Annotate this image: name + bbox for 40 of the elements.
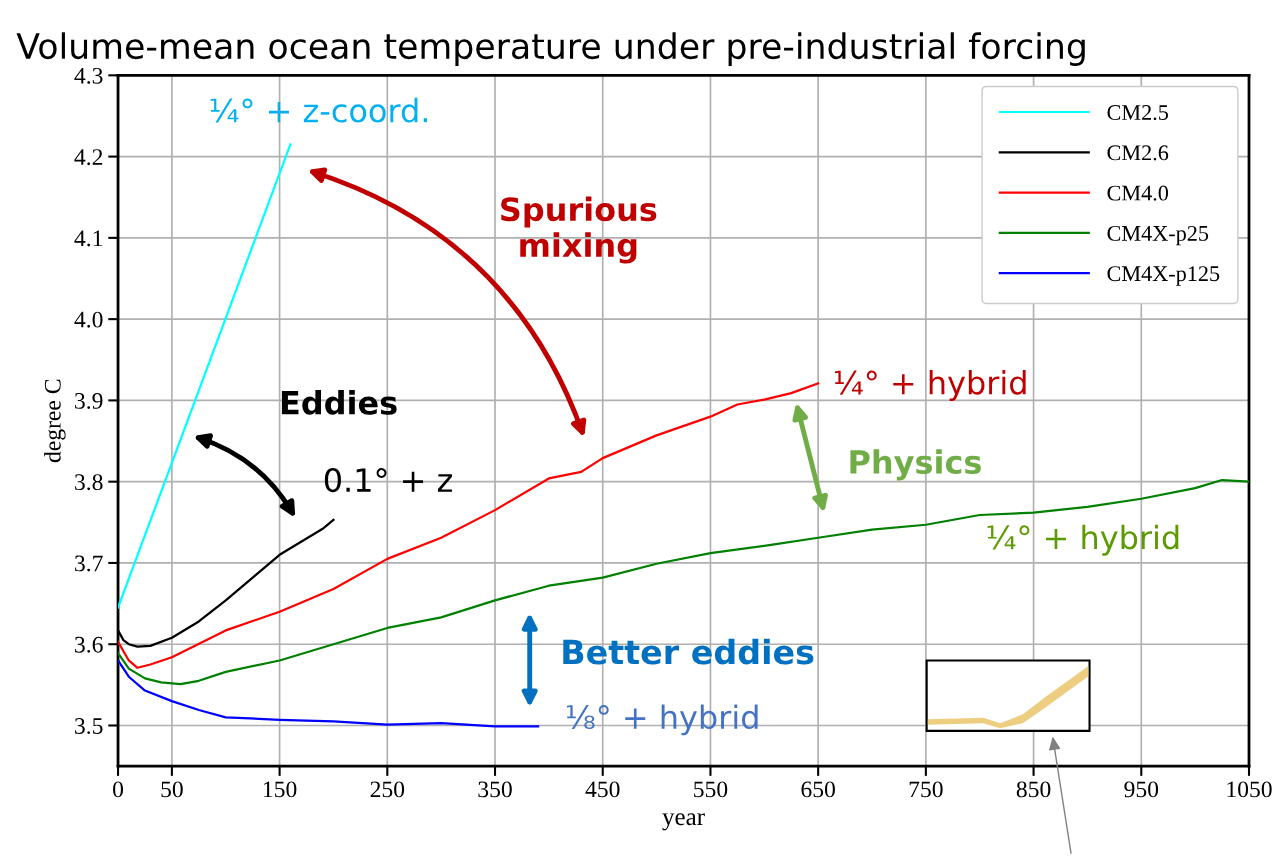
y-tick-label: 3.5 bbox=[75, 718, 103, 735]
annotation: Eddies bbox=[281, 390, 397, 415]
x-tick-label: 650 bbox=[801, 781, 835, 798]
x-tick-label: 450 bbox=[585, 781, 620, 798]
x-tick-label: 850 bbox=[1016, 781, 1051, 798]
line-series bbox=[118, 659, 540, 728]
y-axis-title: degree C bbox=[44, 379, 66, 463]
y-tick-label: 4.3 bbox=[74, 67, 103, 84]
y-tick-label: 3.9 bbox=[75, 392, 103, 409]
x-tick-label: 1050 bbox=[1227, 781, 1272, 798]
x-tick-label: 50 bbox=[161, 781, 183, 798]
x-tick-label: 250 bbox=[370, 781, 405, 798]
x-tick-label: 350 bbox=[478, 781, 512, 798]
x-tick-label: 950 bbox=[1124, 781, 1159, 798]
y-tick-label: 3.8 bbox=[75, 474, 103, 491]
annotation: ⅛° + hybrid bbox=[566, 704, 758, 736]
line-series bbox=[118, 382, 820, 669]
annotation: Physics bbox=[850, 449, 981, 481]
y-tick-label: 4.1 bbox=[74, 230, 103, 247]
annotation: ¼° + hybrid bbox=[834, 370, 1026, 401]
legend-label: CM2.6 bbox=[1107, 145, 1169, 161]
legend-label: CM4X-p25 bbox=[1107, 225, 1209, 246]
y-tick-label: 3.6 bbox=[75, 636, 103, 653]
x-tick-label: 550 bbox=[694, 781, 728, 798]
x-tick-label: 150 bbox=[263, 781, 297, 798]
legend-label: CM4.0 bbox=[1107, 185, 1169, 201]
annotation: 0.1° + z bbox=[324, 468, 452, 493]
legend-label: CM4X-p125 bbox=[1107, 266, 1220, 286]
annotation: ¼° + hybrid bbox=[987, 524, 1179, 556]
annotation: Spurious mixing bbox=[501, 196, 657, 264]
legend-label: CM2.5 bbox=[1107, 105, 1169, 121]
y-tick-label: 4.2 bbox=[74, 149, 103, 166]
annotation: Better eddies bbox=[563, 638, 814, 665]
x-axis-title: year bbox=[662, 813, 705, 831]
x-tick-label: 0 bbox=[113, 781, 124, 798]
y-tick-label: 4.0 bbox=[74, 311, 103, 328]
x-tick-label: 750 bbox=[909, 781, 943, 798]
annotation: ¼° + z-coord. bbox=[210, 97, 428, 123]
chart-title: Volume-mean ocean temperature under pre-industrial forcing bbox=[16, 32, 1085, 66]
y-tick-label: 3.7 bbox=[75, 555, 103, 572]
